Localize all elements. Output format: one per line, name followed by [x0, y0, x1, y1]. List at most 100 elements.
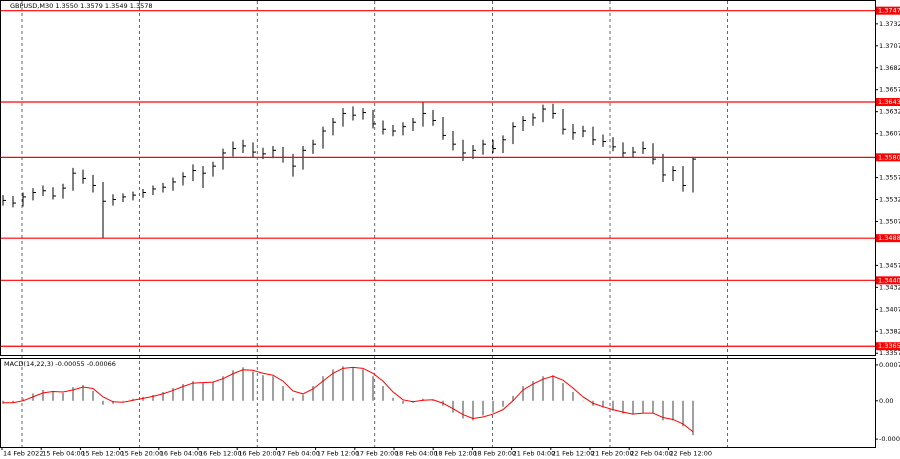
x-tick-label: 15 Feb 20:00 [121, 450, 164, 458]
level-label: 1.3365 [878, 342, 900, 350]
histogram-bar [172, 388, 174, 401]
level-label-box [876, 276, 900, 285]
level-label: 1.3440 [878, 276, 900, 284]
y-tick-label: 1.3732 [879, 20, 900, 28]
x-tick-label: 17 Feb 04:00 [277, 450, 320, 458]
histogram-bar [242, 367, 244, 401]
macd-title: MACD(14,22,3) -0.00055 -0.00066 [4, 360, 116, 368]
x-tick-label: 18 Feb 04:00 [395, 450, 438, 458]
macd-panel-frame [0, 358, 876, 448]
y-tick-label: 1.3457 [879, 261, 900, 269]
histogram-bar [72, 387, 74, 401]
level-label: 1.3643 [878, 98, 900, 106]
x-tick-label: 16 Feb 20:00 [238, 450, 281, 458]
histogram-bar [532, 381, 534, 401]
histogram-bar [262, 375, 264, 401]
x-tick-label: 15 Feb 12:00 [81, 450, 124, 458]
y-tick-label: 0.00 [879, 397, 893, 405]
histogram-bar [372, 376, 374, 401]
histogram-bar [632, 400, 634, 415]
level-label: 1.3747 [878, 7, 900, 15]
histogram-bar [102, 400, 104, 405]
histogram-bar [222, 376, 224, 401]
histogram-bar [122, 400, 124, 402]
histogram-bar [572, 391, 574, 401]
y-tick-label: 1.3432 [879, 283, 900, 291]
y-tick-label: 1.3707 [879, 42, 900, 50]
histogram-bar [582, 400, 584, 402]
histogram-bar [62, 392, 64, 401]
x-tick-label: 21 Feb 04:00 [513, 450, 556, 458]
histogram-bar [232, 370, 234, 401]
histogram-bar [42, 389, 44, 401]
histogram-bar [482, 400, 484, 416]
y-tick-label: 1.3532 [879, 196, 900, 204]
histogram-bar [352, 367, 354, 401]
histogram-bar [252, 371, 254, 401]
histogram-bar [642, 400, 644, 413]
histogram-bar [12, 400, 14, 403]
y-tick-label: 0.00073 [879, 361, 900, 369]
x-tick-label: 17 Feb 20:00 [356, 450, 399, 458]
histogram-bar [542, 376, 544, 401]
histogram-bar [622, 400, 624, 414]
histogram-bar [22, 398, 24, 401]
y-tick-label: 1.3657 [879, 86, 900, 94]
x-tick-label: 21 Feb 20:00 [591, 450, 634, 458]
histogram-bar [502, 400, 504, 407]
histogram-bar [672, 400, 674, 421]
x-tick-label: 22 Feb 04:00 [630, 450, 673, 458]
y-tick-label: 1.3407 [879, 305, 900, 313]
histogram-bar [182, 384, 184, 401]
histogram-bar [362, 369, 364, 401]
histogram-bar [652, 400, 654, 414]
level-label-box [876, 342, 900, 351]
histogram-bar [552, 375, 554, 401]
x-tick-label: 18 Feb 12:00 [434, 450, 477, 458]
histogram-bar [292, 397, 294, 401]
x-tick-label: 14 Feb 2022 [3, 450, 43, 458]
y-tick-label: 1.3632 [879, 108, 900, 116]
histogram-bar [522, 386, 524, 401]
chart-title: GBPUSD,M30 1.3550 1.3579 1.3549 1.3578 [10, 2, 153, 10]
x-tick-label: 17 Feb 12:00 [317, 450, 360, 458]
histogram-bar [282, 386, 284, 401]
price-panel-frame [0, 0, 876, 356]
x-tick-label: 21 Feb 12:00 [552, 450, 595, 458]
y-tick-label: 1.3357 [879, 349, 900, 357]
histogram-bar [612, 400, 614, 411]
histogram-bar [472, 400, 474, 421]
histogram-bar [82, 385, 84, 401]
level-label-box [876, 6, 900, 15]
histogram-bar [462, 400, 464, 419]
level-label-box [876, 153, 900, 162]
y-tick-label: -0.00078 [879, 435, 900, 443]
level-label-box [876, 234, 900, 243]
period-separators [21, 1, 728, 447]
histogram-bar [322, 376, 324, 401]
histogram-bar [212, 382, 214, 401]
y-tick-label: 1.3507 [879, 217, 900, 225]
y-tick-label: 1.3682 [879, 64, 900, 72]
histogram-bar [342, 366, 344, 401]
histogram-bar [662, 400, 664, 421]
x-tick-label: 16 Feb 12:00 [199, 450, 242, 458]
histogram-bar [602, 400, 604, 408]
x-tick-label: 16 Feb 04:00 [160, 450, 203, 458]
histogram-bar [152, 394, 154, 401]
level-label-box [876, 98, 900, 107]
histogram-bar [272, 376, 274, 401]
histogram-bar [562, 383, 564, 401]
histogram-bar [312, 386, 314, 401]
histogram-bar [52, 390, 54, 401]
histogram-bar [682, 400, 684, 427]
histogram-bar [392, 397, 394, 401]
histogram-bar [402, 400, 404, 404]
level-label: 1.3580 [878, 153, 900, 161]
histogram-bar [202, 383, 204, 401]
histogram-bar [492, 400, 494, 413]
histogram-bar [92, 390, 94, 401]
histogram-bar [192, 381, 194, 401]
histogram-bar [332, 369, 334, 401]
